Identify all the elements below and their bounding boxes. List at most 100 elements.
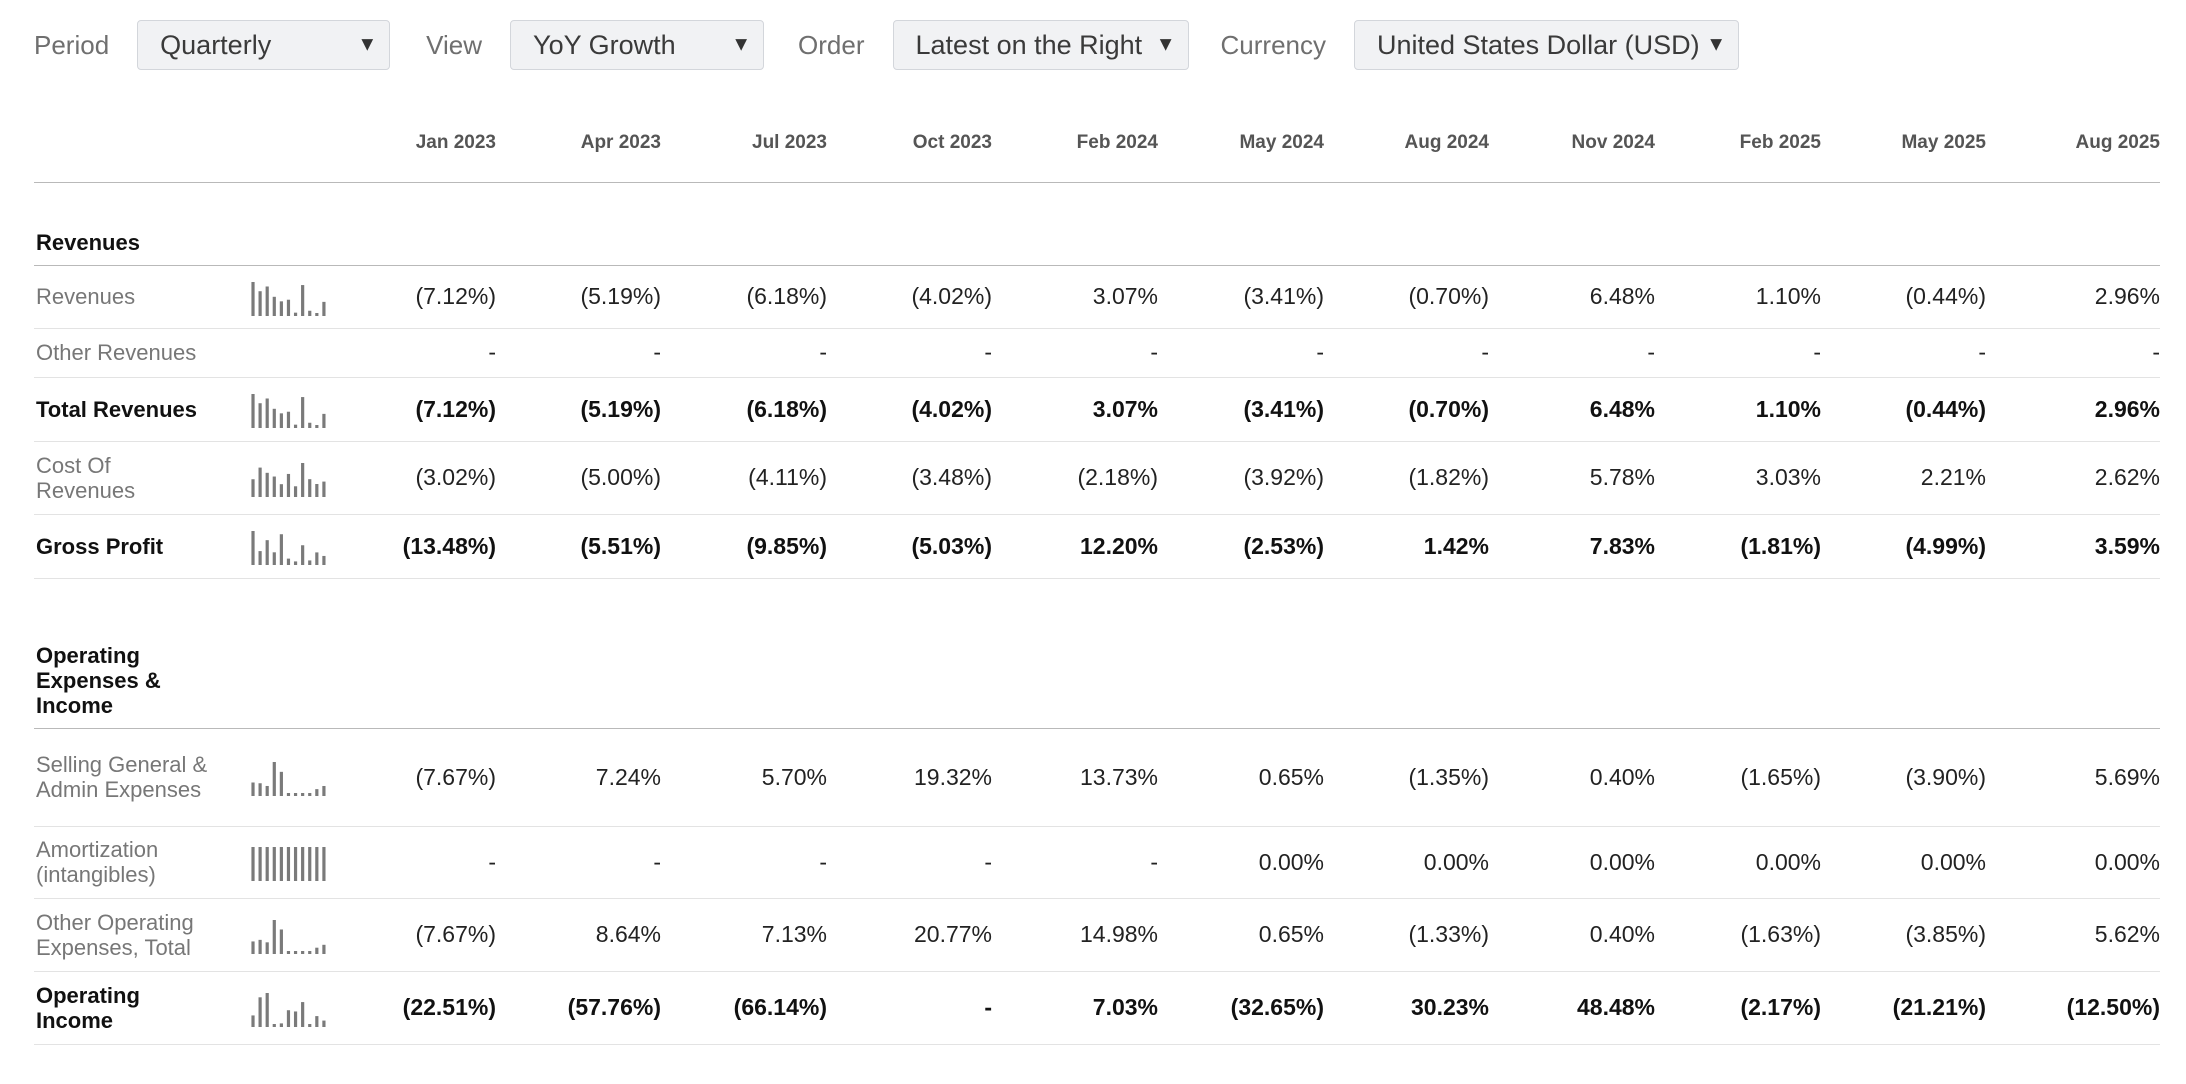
- sparkline-bar: [315, 789, 319, 796]
- sparkline-bar: [293, 485, 298, 497]
- table-row[interactable]: Amortization (intangibles) - - - - - 0.00% 0.00…: [34, 826, 2160, 899]
- table-cell: 2.96%: [2094, 283, 2160, 309]
- sparkline-bar: [315, 1015, 319, 1027]
- table-cell: 20.77%: [913, 921, 992, 947]
- table-cell: 0.00%: [1755, 848, 1821, 875]
- table-cell: (3.48%): [911, 464, 992, 490]
- column-header[interactable]: Nov 2024: [1571, 132, 1655, 153]
- sparkline-bar: [265, 941, 269, 954]
- column-header[interactable]: Feb 2024: [1076, 132, 1158, 153]
- table-cell: -: [1813, 339, 1821, 365]
- table-cell: (2.17%): [1740, 994, 1821, 1020]
- sparkline-bar: [272, 296, 276, 316]
- period-value: Quarterly: [160, 29, 272, 60]
- table-row[interactable]: Total Revenues (7.12%) (5.19%) (6.18%) (4.02…: [34, 377, 2160, 442]
- column-header[interactable]: Jan 2023: [415, 132, 496, 153]
- sparkline-bar: [258, 290, 262, 316]
- sparkline-chart: [251, 847, 326, 881]
- column-header[interactable]: Feb 2025: [1739, 132, 1821, 153]
- table-cell: (3.41%): [1243, 395, 1324, 422]
- sparkline-bar: [258, 996, 262, 1027]
- sparkline-bar: [272, 847, 276, 881]
- table-cell: (2.53%): [1243, 532, 1324, 559]
- sparkline-bar: [286, 473, 291, 497]
- table-cell: (3.41%): [1243, 283, 1324, 309]
- sparkline-chart: [251, 919, 326, 954]
- column-header[interactable]: Jul 2023: [752, 132, 827, 153]
- sparkline-bar: [322, 413, 326, 428]
- table-cell: 5.70%: [761, 763, 827, 790]
- sparkline-chart: [251, 762, 326, 796]
- column-header[interactable]: Oct 2023: [912, 132, 992, 153]
- sparkline-bar: [301, 284, 305, 316]
- table-cell: (57.76%): [567, 994, 661, 1020]
- currency-select[interactable]: United States Dollar (USD) ▼: [1354, 20, 1739, 70]
- sparkline-bar: [251, 940, 255, 954]
- column-header[interactable]: May 2025: [1901, 132, 1986, 153]
- column-header[interactable]: Apr 2023: [580, 132, 661, 153]
- sparkline-bar: [301, 847, 305, 881]
- period-label: Period: [34, 29, 110, 60]
- sparkline-bar: [315, 312, 319, 316]
- table-row[interactable]: Cost Of Revenues (3.02%) (5.00%) (4.11%) (3.…: [34, 441, 2160, 515]
- table-row[interactable]: Operating Income (22.51%) (57.76%) (66.14%)…: [34, 971, 2160, 1045]
- row-label: Cost Of Revenues: [36, 452, 136, 503]
- sparkline-bar: [279, 771, 283, 796]
- table-row[interactable]: Selling General & Admin Expenses (7.67%) 7…: [34, 728, 2160, 827]
- order-select[interactable]: Latest on the Right ▼: [892, 20, 1189, 70]
- table-cell: 1.10%: [1755, 395, 1821, 422]
- sparkline-bar: [251, 1014, 255, 1027]
- table-cell: (0.70%): [1408, 395, 1489, 422]
- table-cell: -: [1150, 339, 1158, 365]
- table-cell: (0.44%): [1905, 283, 1986, 309]
- sparkline-bar: [272, 476, 276, 497]
- row-label: Amortization (intangibles): [36, 837, 159, 887]
- table-cell: 13.73%: [1079, 763, 1158, 790]
- sparkline-bar: [322, 944, 326, 954]
- sparkline-bar: [279, 483, 283, 497]
- sparkline-bar: [301, 545, 305, 565]
- sparkline-bar: [251, 478, 255, 497]
- table-cell: 5.62%: [2094, 921, 2160, 947]
- period-select[interactable]: Quarterly ▼: [137, 20, 391, 70]
- table-cell: 0.00%: [1258, 848, 1324, 875]
- table-row[interactable]: Other Revenues - - - - - - - - - - -: [34, 328, 2160, 378]
- sparkline-bar: [286, 847, 291, 881]
- sparkline-bar: [272, 919, 276, 954]
- sparkline-bar: [279, 1022, 283, 1027]
- table-row[interactable]: Other Operating Expenses, Total (7.67%) 8.…: [34, 898, 2160, 972]
- table-cell: -: [1150, 848, 1158, 875]
- table-cell: (5.19%): [580, 395, 661, 422]
- sparkline-bar: [279, 534, 283, 565]
- sparkline-bar: [286, 1009, 291, 1027]
- table-cell: (13.48%): [402, 532, 496, 559]
- table-cell: 2.96%: [2094, 395, 2160, 422]
- table-row[interactable]: Revenues (7.12%) (5.19%) (6.18%) (4.02%) 3.07…: [34, 265, 2160, 329]
- view-label: View: [426, 29, 483, 60]
- sparkline-bar: [293, 847, 298, 881]
- table-cell: 1.42%: [1423, 532, 1489, 559]
- sparkline-bar: [315, 483, 319, 497]
- sparkline-bar: [265, 847, 269, 881]
- view-select[interactable]: YoY Growth ▼: [510, 20, 765, 70]
- column-header[interactable]: Aug 2025: [2075, 132, 2160, 153]
- table-cell: 7.24%: [595, 763, 661, 790]
- table-cell: 48.48%: [1576, 994, 1655, 1020]
- table-cell: (66.14%): [733, 994, 827, 1020]
- table-cell: (1.33%): [1408, 921, 1489, 947]
- column-header[interactable]: Aug 2024: [1404, 132, 1489, 153]
- table-cell: 8.64%: [595, 921, 661, 947]
- row-label: Gross Profit: [36, 533, 164, 559]
- sparkline-bar: [286, 411, 291, 428]
- table-cell: (7.67%): [415, 921, 496, 947]
- table-row[interactable]: Gross Profit (13.48%) (5.51%) (9.85%) (5.03%…: [34, 514, 2160, 579]
- sparkline-bar: [301, 1001, 305, 1027]
- column-header[interactable]: May 2024: [1239, 132, 1324, 153]
- sparkline-bar: [265, 785, 269, 796]
- row-label: Operating Income: [36, 982, 140, 1033]
- table-cell: (3.90%): [1905, 763, 1986, 790]
- currency-label: Currency: [1220, 29, 1326, 60]
- table-cell: -: [653, 848, 661, 875]
- table-cell: 3.07%: [1092, 283, 1158, 309]
- sparkline-bar: [265, 472, 269, 497]
